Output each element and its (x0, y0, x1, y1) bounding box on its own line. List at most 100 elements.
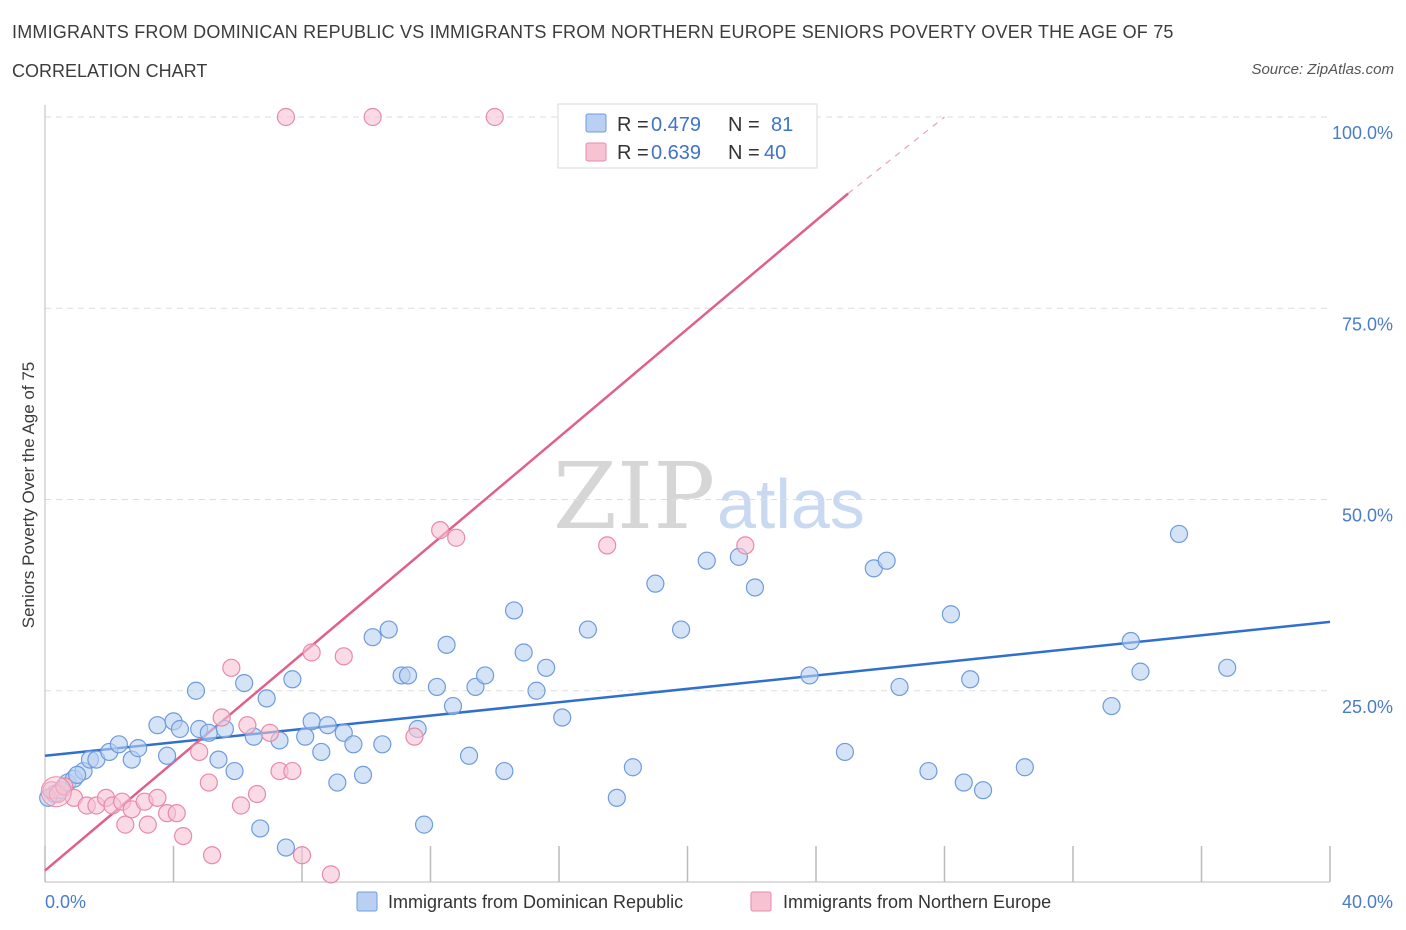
axes (44, 105, 1331, 883)
point-dominican (1169, 524, 1189, 544)
point-dominican (1131, 662, 1150, 681)
point-dominican (623, 758, 642, 777)
point-dominican (276, 838, 296, 857)
watermark-zip: ZIP (553, 443, 715, 550)
point-northern-europe (190, 742, 209, 762)
point-dominican (607, 788, 626, 807)
point-dominican (1218, 658, 1237, 677)
point-dominican (353, 765, 373, 785)
point-dominican (373, 735, 392, 754)
point-dominican (209, 750, 228, 769)
legend-r-value: 0.479 (651, 114, 701, 136)
point-dominican (890, 677, 909, 697)
point-northern-europe (167, 804, 186, 823)
trend-line-extension (847, 116, 945, 194)
point-dominican (877, 551, 896, 570)
point-northern-europe (334, 647, 353, 666)
point-northern-europe (276, 107, 296, 127)
point-dominican (414, 815, 434, 834)
point-northern-europe (405, 727, 424, 746)
x-tick-label: 0.0% (45, 892, 86, 912)
y-tick-label: 75.0% (1342, 314, 1393, 334)
x-tick-label: 40.0% (1342, 892, 1393, 912)
point-dominican (835, 742, 855, 762)
legend-n-value: 81 (771, 114, 793, 136)
point-dominican (495, 761, 514, 781)
point-dominican (973, 781, 993, 800)
point-dominican (148, 716, 167, 735)
point-dominican (363, 628, 382, 647)
point-northern-europe (238, 716, 257, 735)
point-dominican (186, 681, 206, 700)
point-dominican (109, 735, 128, 754)
tick-labels: 100.0% 75.0% 50.0% 25.0% 0.0% 40.0% (45, 123, 1393, 912)
point-dominican (302, 712, 321, 731)
legend-n-label: N = (728, 142, 760, 164)
point-dominican (1102, 696, 1121, 716)
point-northern-europe (485, 107, 504, 127)
point-dominican (235, 673, 254, 693)
point-northern-europe (174, 826, 193, 846)
point-dominican (283, 670, 302, 689)
y-tick-label: 100.0% (1332, 123, 1393, 143)
point-northern-europe (283, 761, 302, 781)
point-dominican (170, 719, 190, 739)
point-dominican (318, 716, 337, 735)
point-northern-europe (260, 723, 279, 742)
point-dominican (504, 601, 524, 620)
point-dominican (379, 620, 398, 639)
legend-r-value: 0.639 (651, 142, 701, 164)
point-dominican (954, 773, 973, 792)
point-dominican (251, 819, 270, 838)
point-dominican (961, 670, 980, 689)
point-dominican (443, 696, 463, 716)
point-northern-europe (447, 528, 466, 547)
point-dominican (1121, 631, 1140, 651)
point-dominican (398, 666, 418, 685)
point-dominican (941, 605, 961, 624)
data-points (39, 107, 1237, 884)
point-dominican (553, 708, 572, 727)
point-northern-europe (302, 643, 321, 662)
point-northern-europe (598, 536, 617, 555)
point-northern-europe (212, 708, 231, 727)
point-dominican (1015, 758, 1034, 777)
point-dominican (800, 666, 819, 685)
point-dominican (537, 658, 556, 677)
legend-item-dominican: Immigrants from Dominican Republic (388, 892, 683, 912)
chart-title: IMMIGRANTS FROM DOMINICAN REPUBLIC VS IM… (12, 22, 1174, 42)
point-northern-europe (736, 536, 755, 555)
point-northern-europe (148, 788, 167, 807)
point-dominican (646, 574, 665, 593)
point-dominican (199, 723, 218, 742)
point-northern-europe (202, 846, 222, 865)
grid-lines (45, 116, 1330, 692)
y-tick-label: 50.0% (1342, 506, 1393, 526)
point-northern-europe (321, 865, 341, 884)
point-dominican (437, 635, 456, 654)
point-dominican (328, 773, 347, 792)
y-axis-label: Seniors Poverty Over the Age of 75 (19, 362, 38, 628)
legend-top: R = 0.479 N = 81 R = 0.639 N = 40 (557, 103, 818, 169)
point-dominican (129, 739, 148, 758)
point-northern-europe (431, 520, 450, 540)
point-northern-europe (116, 815, 135, 834)
point-dominican (225, 761, 244, 781)
point-northern-europe (292, 846, 312, 865)
point-dominican (697, 551, 716, 570)
legend-swatch-pink (585, 142, 607, 162)
legend-swatch-blue (356, 891, 378, 912)
legend-n-value: 40 (764, 142, 786, 164)
point-dominican (919, 761, 938, 781)
legend-r-label: R = (617, 114, 649, 136)
legend-n-label: N = (728, 114, 760, 136)
point-dominican (312, 742, 331, 762)
point-dominican (476, 666, 495, 685)
point-dominican (527, 681, 546, 700)
point-dominican (344, 735, 363, 754)
point-dominican (427, 677, 447, 697)
legend-bottom: Immigrants from Dominican Republic Immig… (356, 891, 1051, 912)
point-dominican (745, 578, 765, 597)
source-label: Source: ZipAtlas.com (1251, 61, 1394, 78)
